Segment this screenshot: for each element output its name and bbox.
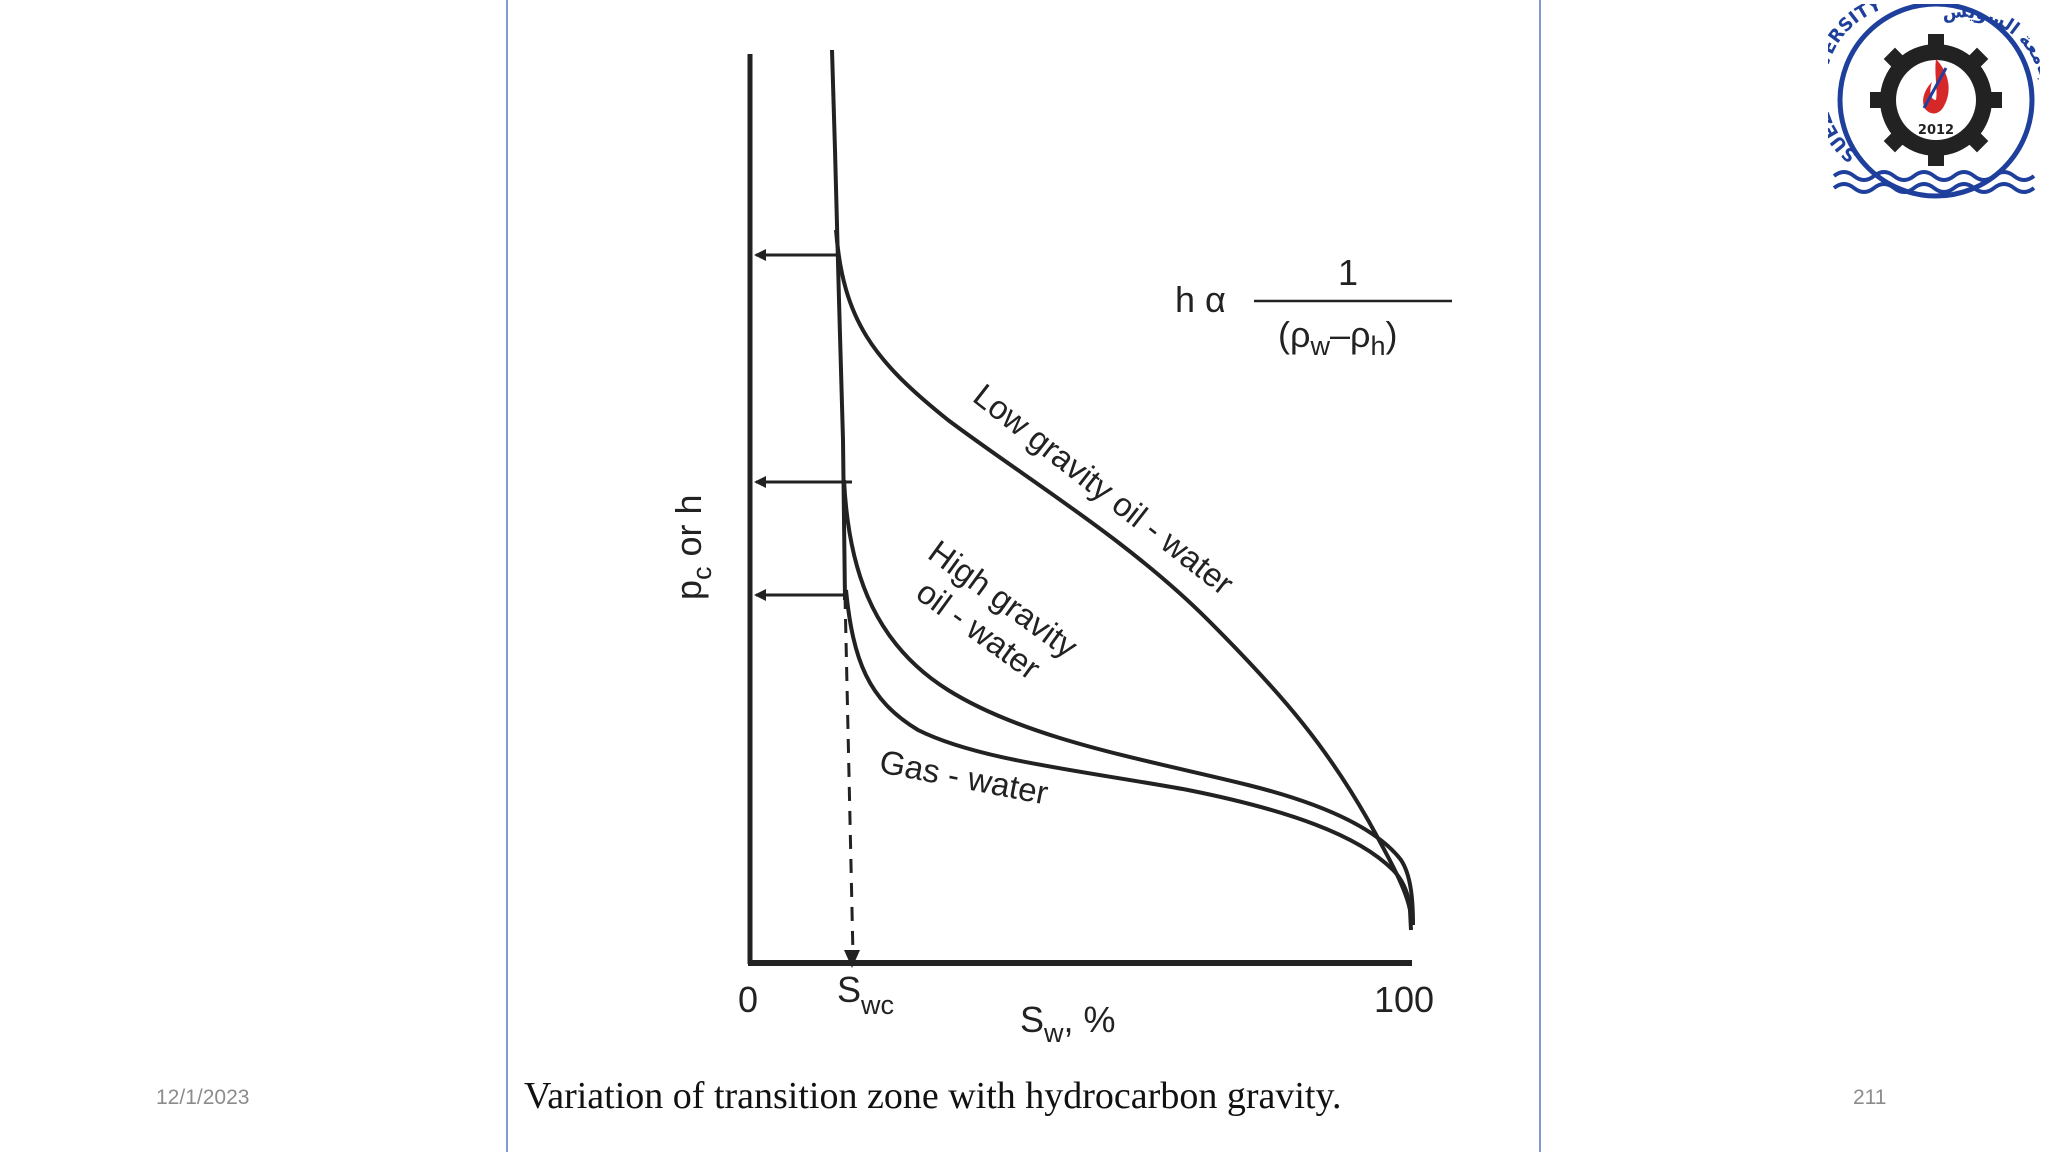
label-low-gravity-oil-water: Low gravity oil - water bbox=[967, 376, 1241, 602]
formula-lhs: h α bbox=[1175, 279, 1226, 320]
logo-torch-icon bbox=[1922, 67, 1948, 109]
y-axis-label: pc or h bbox=[668, 494, 717, 600]
logo-wave-1 bbox=[1832, 170, 2036, 182]
x-tick-100: 100 bbox=[1374, 979, 1434, 1020]
slide-number: 211 bbox=[1853, 1086, 1887, 1109]
figure-panel: 0 Swc 100 Sw, % pc or h h α 1 (ρw–ρh) Lo… bbox=[506, 0, 1541, 1152]
figure-caption: Variation of transition zone with hydroc… bbox=[524, 1075, 1341, 1117]
x-tick-swc: Swc bbox=[837, 969, 894, 1020]
swc-asymptote-line bbox=[830, 49, 847, 601]
curve-gas-water bbox=[844, 589, 1413, 926]
formula-numerator: 1 bbox=[1338, 252, 1358, 293]
curve-low-gravity-oil-water bbox=[834, 229, 1413, 931]
logo-wave-2 bbox=[1832, 182, 2036, 194]
formula-denominator: (ρw–ρh) bbox=[1278, 314, 1398, 361]
x-tick-0: 0 bbox=[738, 979, 758, 1020]
formula: h α 1 (ρw–ρh) bbox=[1175, 252, 1452, 361]
logo-year: 2012 bbox=[1918, 123, 1954, 138]
label-gas-water: Gas - water bbox=[877, 743, 1051, 812]
transition-zone-diagram: 0 Swc 100 Sw, % pc or h h α 1 (ρw–ρh) Lo… bbox=[524, 49, 1452, 1117]
curve-high-gravity-oil-water bbox=[842, 479, 1415, 926]
swc-dashed-line bbox=[843, 594, 855, 956]
x-axis-label: Sw, % bbox=[1020, 999, 1116, 1048]
swc-arrowhead bbox=[844, 950, 860, 968]
suez-university-logo: SUEZ UNIVERSITY جامعة السويس 2012 bbox=[1828, 4, 2040, 199]
slide-date: 12/1/2023 bbox=[156, 1086, 250, 1109]
